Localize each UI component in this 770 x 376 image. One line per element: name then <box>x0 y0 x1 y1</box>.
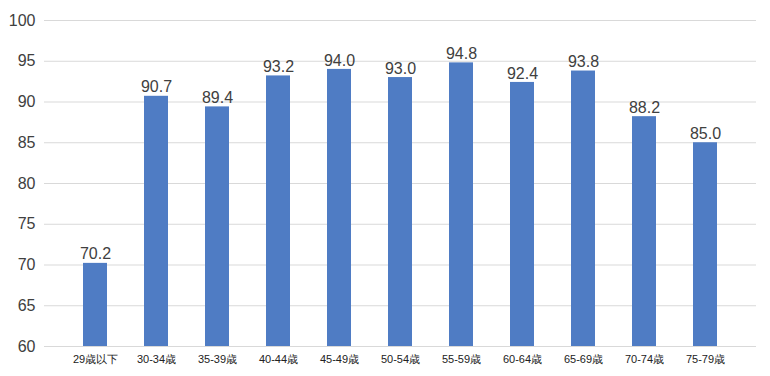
svg-text:50-54歳: 50-54歳 <box>381 353 420 365</box>
svg-text:90: 90 <box>18 93 36 110</box>
svg-text:95: 95 <box>18 52 36 69</box>
svg-text:93.2: 93.2 <box>263 58 294 75</box>
svg-text:70-74歳: 70-74歳 <box>625 353 664 365</box>
svg-text:70.2: 70.2 <box>80 245 111 262</box>
svg-text:80: 80 <box>18 175 36 192</box>
svg-text:75-79歳: 75-79歳 <box>686 353 725 365</box>
svg-text:30-34歳: 30-34歳 <box>137 353 176 365</box>
svg-text:70: 70 <box>18 256 36 273</box>
svg-text:65-69歳: 65-69歳 <box>564 353 603 365</box>
svg-text:55-59歳: 55-59歳 <box>442 353 481 365</box>
svg-text:94.8: 94.8 <box>446 45 477 62</box>
svg-text:35-39歳: 35-39歳 <box>198 353 237 365</box>
svg-text:60: 60 <box>18 338 36 355</box>
svg-text:90.7: 90.7 <box>141 78 172 95</box>
svg-text:40-44歳: 40-44歳 <box>259 353 298 365</box>
svg-text:85.0: 85.0 <box>690 125 721 142</box>
svg-text:75: 75 <box>18 215 36 232</box>
svg-text:45-49歳: 45-49歳 <box>320 353 359 365</box>
svg-text:85: 85 <box>18 134 36 151</box>
svg-text:88.2: 88.2 <box>629 99 660 116</box>
svg-text:100: 100 <box>9 12 36 29</box>
svg-text:89.4: 89.4 <box>202 89 233 106</box>
svg-text:92.4: 92.4 <box>507 65 538 82</box>
svg-text:94.0: 94.0 <box>324 52 355 69</box>
svg-text:65: 65 <box>18 297 36 314</box>
svg-text:93.0: 93.0 <box>385 60 416 77</box>
svg-text:93.8: 93.8 <box>568 53 599 70</box>
svg-text:60-64歳: 60-64歳 <box>503 353 542 365</box>
svg-text:29歳以下: 29歳以下 <box>73 353 118 365</box>
